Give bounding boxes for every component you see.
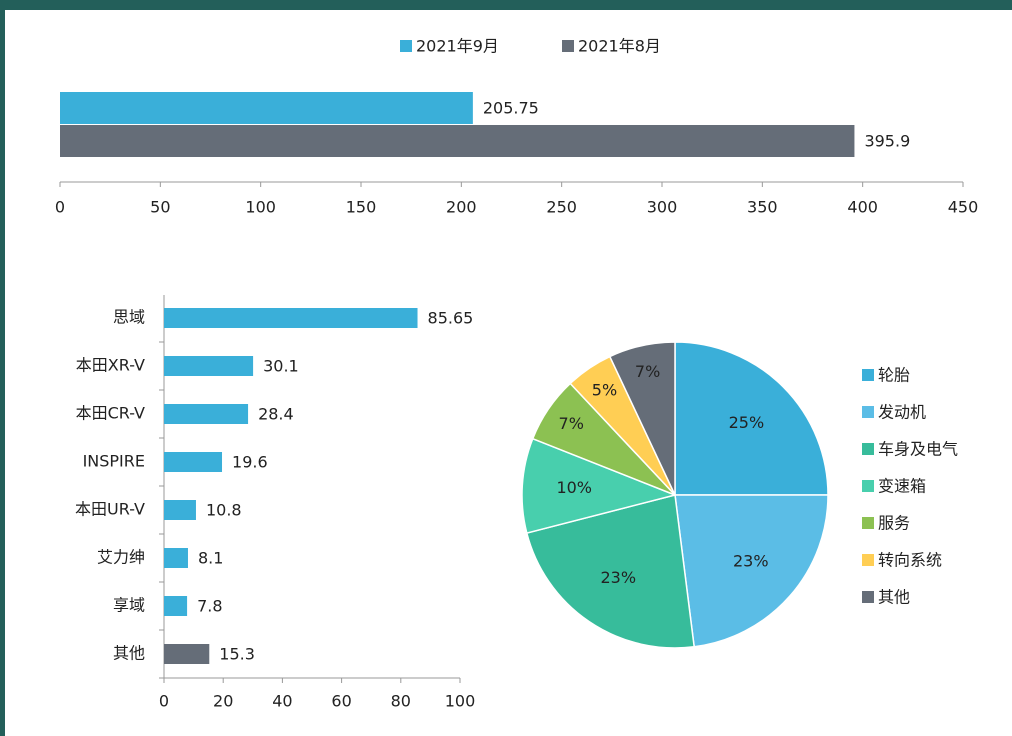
- legend-label: 2021年8月: [578, 37, 661, 56]
- x-tick-label: 60: [331, 692, 351, 711]
- legend-label: 服务: [878, 514, 910, 533]
- x-tick-label: 100: [245, 198, 276, 217]
- legend-swatch: [862, 443, 874, 455]
- data-label: 30.1: [263, 357, 299, 376]
- legend-label: 转向系统: [878, 551, 942, 570]
- x-tick-label: 0: [55, 198, 65, 217]
- pie-slice: [525, 494, 696, 649]
- bar: [164, 308, 418, 328]
- category-label: 其他: [113, 644, 145, 663]
- legend-swatch: [862, 369, 874, 381]
- data-label: 85.65: [428, 309, 474, 328]
- pie-slice: [521, 437, 678, 534]
- legend-swatch: [400, 40, 412, 52]
- data-label: 25%: [729, 413, 765, 432]
- legend-swatch: [862, 554, 874, 566]
- category-label: INSPIRE: [83, 452, 145, 471]
- bar: [164, 404, 249, 424]
- legend-swatch: [562, 40, 574, 52]
- category-label: 艾力绅: [97, 548, 145, 567]
- data-label: 7.8: [197, 597, 222, 616]
- bar: [164, 644, 210, 664]
- x-tick-label: 200: [446, 198, 477, 217]
- data-label: 7%: [559, 414, 584, 433]
- data-label: 395.9: [864, 132, 910, 151]
- legend-label: 轮胎: [878, 366, 910, 385]
- data-label: 5%: [592, 381, 617, 400]
- x-tick-label: 350: [747, 198, 778, 217]
- x-tick-label: 40: [272, 692, 292, 711]
- x-tick-label: 400: [847, 198, 878, 217]
- legend-swatch: [862, 480, 874, 492]
- x-tick-label: 450: [948, 198, 979, 217]
- x-tick-label: 150: [346, 198, 377, 217]
- legend-swatch: [862, 406, 874, 418]
- x-tick-label: 80: [391, 692, 411, 711]
- data-label: 205.75: [483, 99, 539, 118]
- data-label: 28.4: [258, 405, 294, 424]
- x-tick-label: 100: [445, 692, 476, 711]
- pie-slice: [608, 341, 676, 496]
- x-tick-label: 50: [150, 198, 170, 217]
- bar: [164, 500, 196, 520]
- data-label: 19.6: [232, 453, 268, 472]
- category-label: 思域: [113, 308, 145, 327]
- bar: [60, 92, 473, 124]
- bar: [164, 596, 188, 616]
- legend-swatch: [862, 591, 874, 603]
- pie-slice: [674, 494, 829, 648]
- category-label: 享域: [113, 596, 145, 615]
- category-label: 本田XR-V: [76, 356, 145, 375]
- legend-label: 2021年9月: [416, 37, 499, 56]
- data-label: 15.3: [219, 645, 255, 664]
- bar: [164, 452, 223, 472]
- x-tick-label: 0: [159, 692, 169, 711]
- data-label: 10%: [556, 478, 592, 497]
- category-label: 本田UR-V: [75, 500, 145, 519]
- data-label: 7%: [635, 362, 660, 381]
- category-label: 本田CR-V: [76, 404, 145, 423]
- data-label: 23%: [733, 551, 769, 570]
- data-label: 10.8: [206, 501, 242, 520]
- dashboard: 0 50 100 150 200 250 300 350 400 4502021年9月205.75…: [5, 10, 1012, 736]
- legend-label: 变速箱: [878, 477, 926, 496]
- bar: [164, 548, 188, 568]
- legend-label: 其他: [878, 588, 910, 607]
- legend-label: 车身及电气: [878, 440, 958, 459]
- x-tick-label: 20: [213, 692, 233, 711]
- bar: [164, 356, 254, 376]
- legend-label: 发动机: [878, 403, 926, 422]
- data-label: 23%: [600, 568, 636, 587]
- x-tick-label: 300: [647, 198, 678, 217]
- data-label: 8.1: [198, 549, 223, 568]
- x-tick-label: 250: [546, 198, 577, 217]
- pie-slice: [674, 341, 829, 496]
- legend-swatch: [862, 517, 874, 529]
- bar: [60, 125, 855, 157]
